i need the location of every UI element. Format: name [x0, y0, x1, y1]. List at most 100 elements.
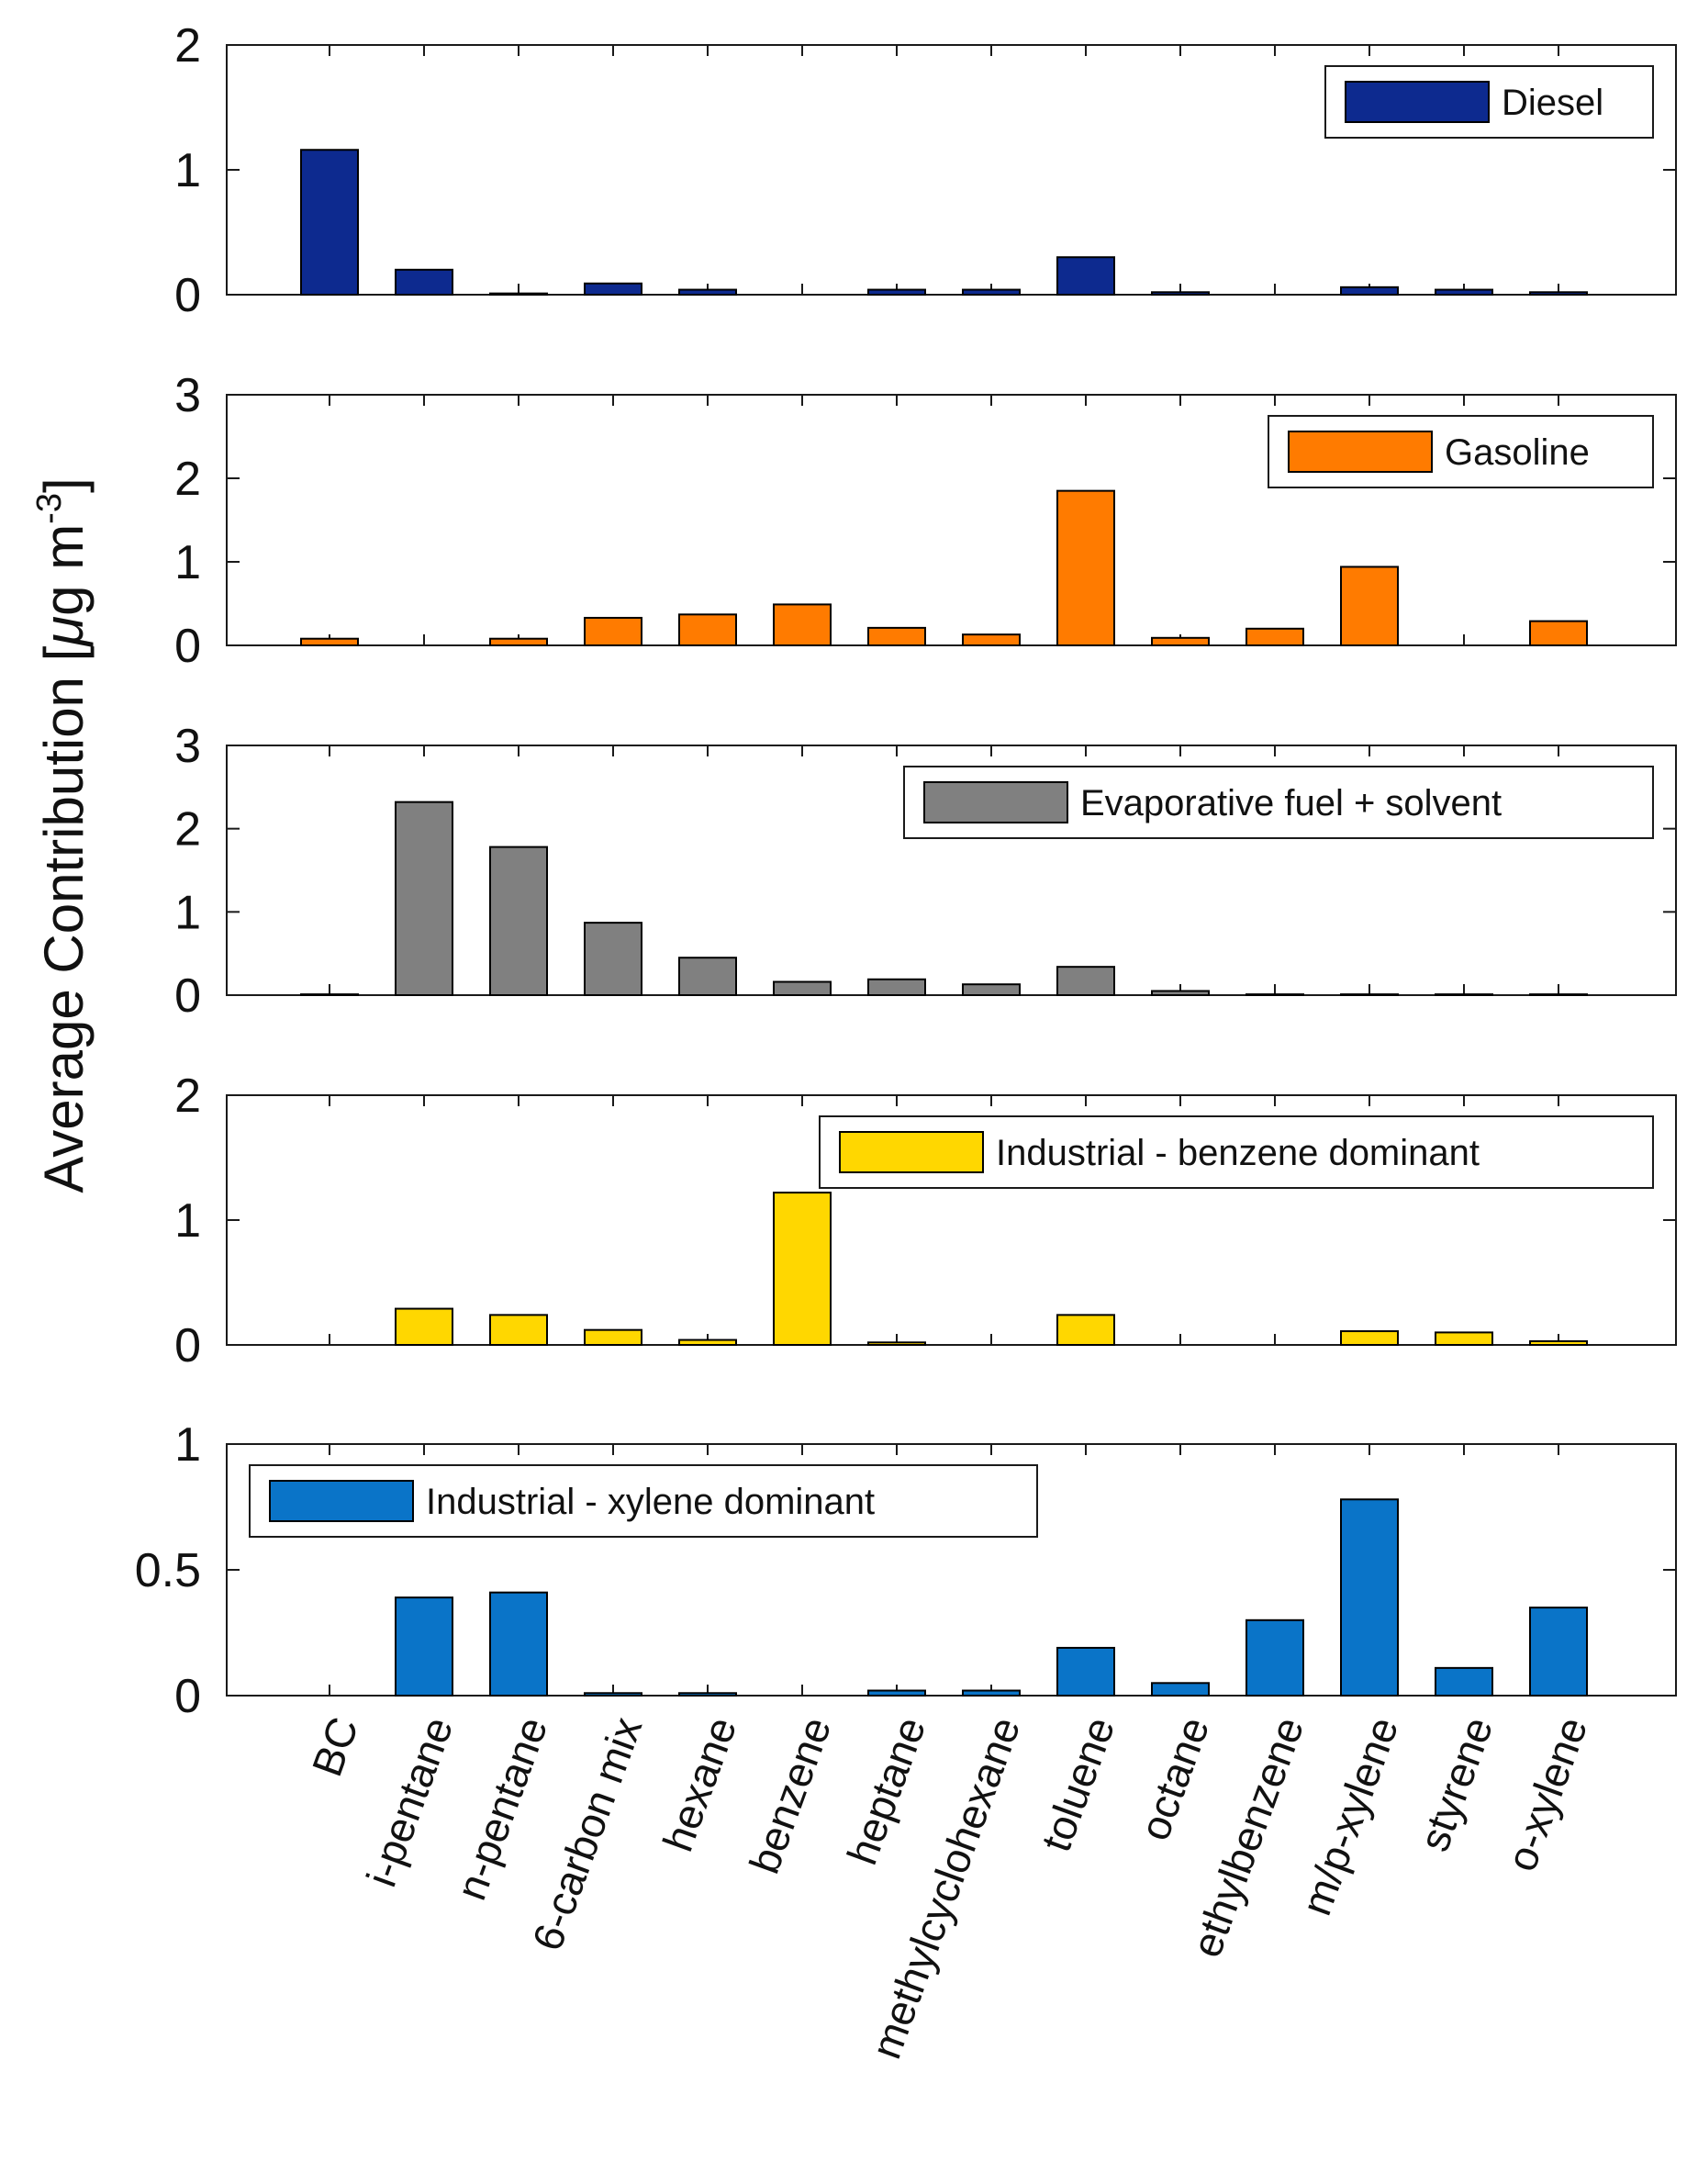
bar-octane	[1151, 1682, 1210, 1697]
legend-swatch	[839, 1131, 984, 1173]
bar-hexane	[678, 1692, 737, 1697]
chart-panels: 0 1 2 Diesel 0 1 2 3 Gasoline 0 1 2 3 Evaporative fue…	[135, 19, 1677, 1723]
y-tick-label: 1	[174, 144, 201, 197]
bar-ethylbenzene	[1246, 1618, 1304, 1697]
x-tick-label: styrene	[1410, 1711, 1502, 1858]
legend-swatch	[923, 781, 1068, 823]
bar-heptane	[867, 1689, 926, 1697]
bar-n-pentane	[489, 1314, 548, 1346]
panel-4: 0 1 2 Industrial - benzene dominant	[174, 1070, 1677, 1372]
y-tick-label: 3	[174, 369, 201, 422]
bar-ethylbenzene	[1246, 627, 1304, 646]
bar-m-p-xylene	[1340, 1498, 1399, 1697]
bar-benzene	[773, 980, 832, 996]
bar-methylcyclohexane	[962, 983, 1021, 997]
legend-label: Industrial - xylene dominant	[426, 1482, 875, 1522]
bar-heptane	[867, 978, 926, 996]
bar-m-p-xylene	[1340, 993, 1399, 997]
bar-i-pentane	[395, 801, 453, 996]
bar-o-xylene	[1529, 993, 1588, 997]
panel-2: 0 1 2 3 Gasoline	[174, 369, 1677, 673]
bar-bc	[300, 637, 359, 646]
bar-n-pentane	[489, 637, 548, 646]
bar-i-pentane	[395, 1596, 453, 1697]
y-tick-label: 0	[174, 969, 201, 1023]
panel-1: 0 1 2 Diesel	[174, 19, 1677, 322]
bar-styrene	[1435, 993, 1493, 997]
bar-hexane	[678, 957, 737, 996]
bar-benzene	[773, 603, 832, 646]
legend-swatch	[1345, 81, 1490, 123]
y-tick-label: 1	[174, 536, 201, 589]
x-tick-label: m/p-xylene	[1292, 1711, 1408, 1921]
bar-toluene	[1056, 966, 1115, 997]
panel-5: 0 0.5 1 Industrial - xylene dominant	[135, 1418, 1677, 1723]
legend: Industrial - xylene dominant	[249, 1464, 1038, 1538]
y-tick-label: 1	[174, 1418, 201, 1472]
bar-6-carbon-mix	[584, 1692, 642, 1697]
panel-3: 0 1 2 3 Evaporative fuel + solvent	[174, 720, 1677, 1023]
bar-n-pentane	[489, 292, 548, 297]
bar-heptane	[867, 288, 926, 296]
bar-o-xylene	[1529, 1339, 1588, 1347]
legend-swatch	[1288, 431, 1433, 473]
bar-toluene	[1056, 256, 1115, 297]
bar-styrene	[1435, 1331, 1493, 1347]
bar-hexane	[678, 1338, 737, 1347]
bar-toluene	[1056, 1314, 1115, 1346]
bar-6-carbon-mix	[584, 1328, 642, 1347]
y-tick-label: 0	[174, 1670, 201, 1723]
x-tick-label: o-xylene	[1497, 1711, 1596, 1877]
bar-styrene	[1435, 288, 1493, 296]
bar-6-carbon-mix	[584, 282, 642, 297]
y-tick-label: 2	[174, 1070, 201, 1123]
bar-octane	[1151, 636, 1210, 646]
bar-i-pentane	[395, 1307, 453, 1347]
bar-methylcyclohexane	[962, 633, 1021, 646]
x-tick-label: BC	[303, 1711, 368, 1783]
bar-m-p-xylene	[1340, 286, 1399, 296]
bar-6-carbon-mix	[584, 616, 642, 646]
bar-heptane	[867, 1341, 926, 1347]
bar-methylcyclohexane	[962, 288, 1021, 296]
bar-toluene	[1056, 1646, 1115, 1697]
bar-o-xylene	[1529, 1607, 1588, 1697]
bar-hexane	[678, 288, 737, 296]
x-tick-label: hexane	[654, 1711, 745, 1858]
bar-o-xylene	[1529, 291, 1588, 296]
y-tick-label: 2	[174, 803, 201, 857]
bar-bc	[300, 993, 359, 997]
x-tick-label: toluene	[1032, 1711, 1123, 1858]
bar-octane	[1151, 990, 1210, 997]
y-tick-label: 0.5	[135, 1544, 201, 1597]
y-axis-label: Average Contribution [μg m-3]	[30, 477, 95, 1193]
bar-benzene	[773, 1192, 832, 1346]
y-tick-label: 2	[174, 453, 201, 506]
bar-heptane	[867, 626, 926, 647]
x-tick-label: benzene	[740, 1711, 840, 1880]
bar-i-pentane	[395, 268, 453, 296]
legend: Diesel	[1324, 65, 1654, 139]
legend-label: Gasoline	[1445, 432, 1590, 473]
x-tick-label: i-pentane	[357, 1711, 462, 1893]
bar-m-p-xylene	[1340, 1330, 1399, 1347]
bar-m-p-xylene	[1340, 566, 1399, 647]
bar-octane	[1151, 291, 1210, 296]
legend-label: Diesel	[1502, 83, 1603, 123]
bar-styrene	[1435, 1666, 1493, 1697]
y-tick-label: 0	[174, 1319, 201, 1372]
legend: Industrial - benzene dominant	[819, 1115, 1654, 1189]
bar-n-pentane	[489, 846, 548, 997]
y-tick-label: 1	[174, 886, 201, 939]
bar-toluene	[1056, 489, 1115, 647]
y-tick-label: 3	[174, 720, 201, 773]
legend: Gasoline	[1268, 415, 1654, 488]
bar-methylcyclohexane	[962, 1689, 1021, 1697]
y-tick-label: 2	[174, 19, 201, 73]
bar-o-xylene	[1529, 620, 1588, 646]
legend-label: Industrial - benzene dominant	[996, 1133, 1480, 1173]
bar-6-carbon-mix	[584, 922, 642, 996]
x-tick-label: octane	[1130, 1711, 1218, 1847]
